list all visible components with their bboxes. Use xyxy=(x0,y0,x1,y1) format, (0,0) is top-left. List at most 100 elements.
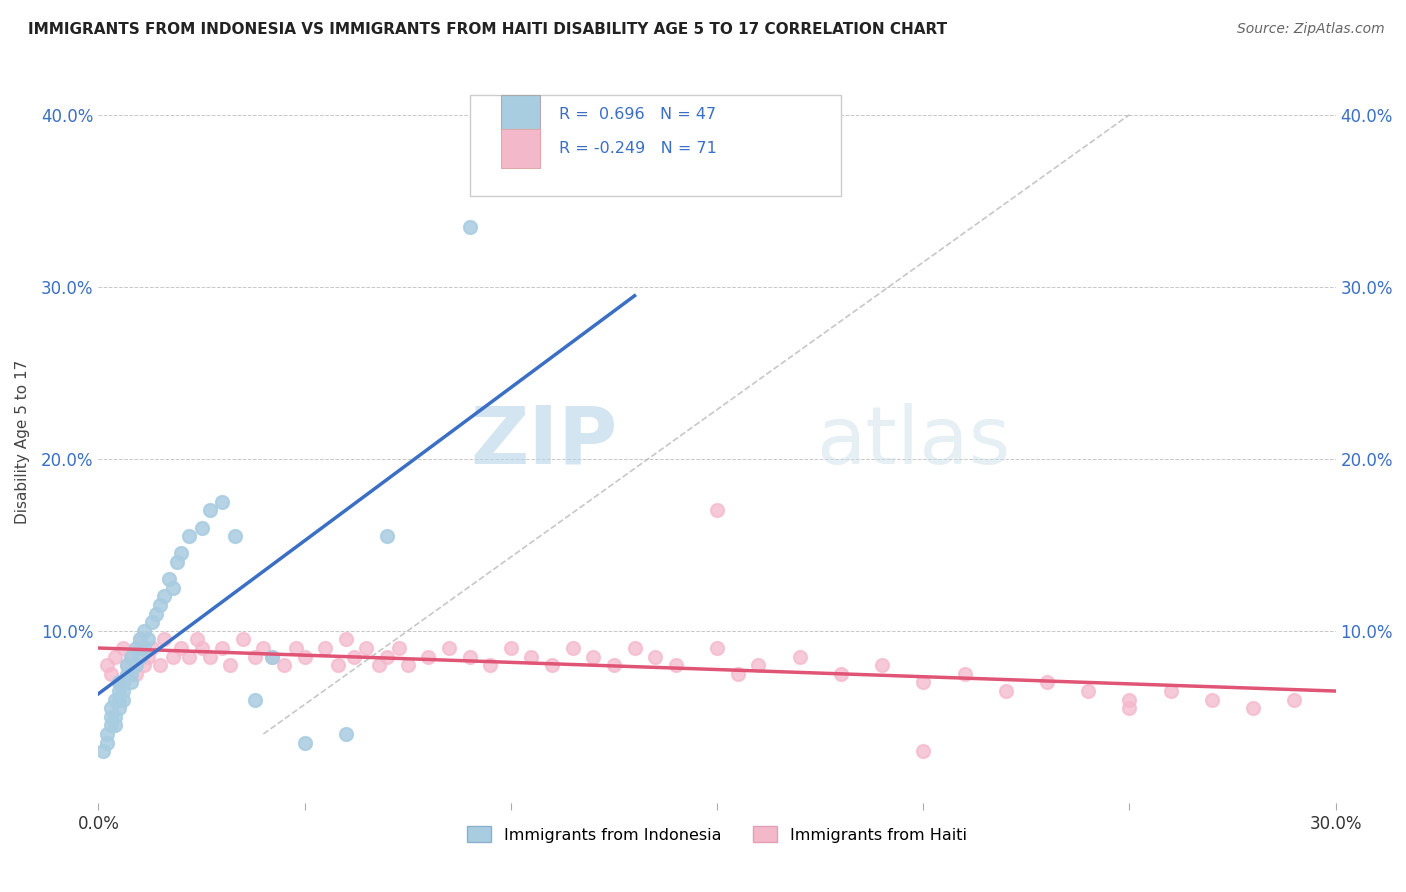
Point xyxy=(273,658,295,673)
Point xyxy=(112,640,135,655)
Point xyxy=(912,744,935,758)
Text: R = -0.249   N = 71: R = -0.249 N = 71 xyxy=(558,141,717,156)
Point xyxy=(117,658,139,673)
Point xyxy=(100,710,122,724)
Point xyxy=(100,718,122,732)
Point xyxy=(499,640,522,655)
Point xyxy=(314,640,336,655)
Point xyxy=(190,520,212,534)
Point xyxy=(520,649,543,664)
Point xyxy=(170,546,193,560)
Point xyxy=(132,658,155,673)
Point xyxy=(112,684,135,698)
Point xyxy=(418,649,440,664)
Point xyxy=(458,219,481,234)
Point xyxy=(170,640,193,655)
Point xyxy=(162,581,184,595)
Point xyxy=(912,675,935,690)
Point xyxy=(166,555,188,569)
FancyBboxPatch shape xyxy=(501,128,540,169)
Point xyxy=(157,572,180,586)
Point xyxy=(541,658,564,673)
Point xyxy=(198,503,221,517)
Point xyxy=(953,666,976,681)
Point xyxy=(128,640,150,655)
Point xyxy=(108,675,131,690)
Point xyxy=(1284,692,1306,706)
Point xyxy=(870,658,893,673)
Point xyxy=(112,675,135,690)
Point xyxy=(437,640,460,655)
Point xyxy=(1077,684,1099,698)
Text: Source: ZipAtlas.com: Source: ZipAtlas.com xyxy=(1237,22,1385,37)
Point xyxy=(388,640,411,655)
Point xyxy=(232,632,254,647)
Point xyxy=(91,744,114,758)
Point xyxy=(727,666,749,681)
Point xyxy=(706,503,728,517)
Point xyxy=(117,658,139,673)
Point xyxy=(179,529,201,543)
Point xyxy=(1036,675,1059,690)
Point xyxy=(479,658,502,673)
Point xyxy=(124,640,146,655)
Point xyxy=(136,649,159,664)
Point xyxy=(132,624,155,638)
Point xyxy=(162,649,184,664)
Point xyxy=(396,658,419,673)
Point xyxy=(294,649,316,664)
Point xyxy=(211,494,233,508)
Point xyxy=(706,640,728,655)
Point xyxy=(1201,692,1223,706)
Point xyxy=(224,529,246,543)
Point xyxy=(108,701,131,715)
Point xyxy=(132,640,155,655)
Point xyxy=(149,658,172,673)
Point xyxy=(112,692,135,706)
Point xyxy=(136,632,159,647)
Point xyxy=(260,649,283,664)
Point xyxy=(120,649,142,664)
Point xyxy=(100,701,122,715)
Point xyxy=(108,684,131,698)
FancyBboxPatch shape xyxy=(470,95,841,196)
Point xyxy=(375,649,398,664)
Point xyxy=(120,675,142,690)
Text: ZIP: ZIP xyxy=(471,402,619,481)
Point xyxy=(243,692,266,706)
Point xyxy=(120,649,142,664)
Point xyxy=(260,649,283,664)
FancyBboxPatch shape xyxy=(501,95,540,135)
Y-axis label: Disability Age 5 to 17: Disability Age 5 to 17 xyxy=(15,359,30,524)
Text: IMMIGRANTS FROM INDONESIA VS IMMIGRANTS FROM HAITI DISABILITY AGE 5 TO 17 CORREL: IMMIGRANTS FROM INDONESIA VS IMMIGRANTS … xyxy=(28,22,948,37)
Point xyxy=(294,735,316,749)
Point xyxy=(243,649,266,664)
Point xyxy=(104,718,127,732)
Point xyxy=(124,658,146,673)
Point xyxy=(1118,701,1140,715)
Point xyxy=(623,640,645,655)
Point xyxy=(356,640,378,655)
Point xyxy=(104,692,127,706)
Point xyxy=(128,649,150,664)
Point xyxy=(117,666,139,681)
Point xyxy=(789,649,811,664)
Point xyxy=(326,658,349,673)
Point xyxy=(375,529,398,543)
Point xyxy=(145,607,167,621)
Point xyxy=(153,632,176,647)
Point xyxy=(100,666,122,681)
Point xyxy=(665,658,688,673)
Text: R =  0.696   N = 47: R = 0.696 N = 47 xyxy=(558,107,716,122)
Point xyxy=(108,675,131,690)
Point xyxy=(128,632,150,647)
Point xyxy=(179,649,201,664)
Point xyxy=(644,649,666,664)
Point xyxy=(1160,684,1182,698)
Point xyxy=(335,632,357,647)
Point xyxy=(747,658,769,673)
Point xyxy=(603,658,626,673)
Point xyxy=(128,632,150,647)
Point xyxy=(335,727,357,741)
Point xyxy=(153,590,176,604)
